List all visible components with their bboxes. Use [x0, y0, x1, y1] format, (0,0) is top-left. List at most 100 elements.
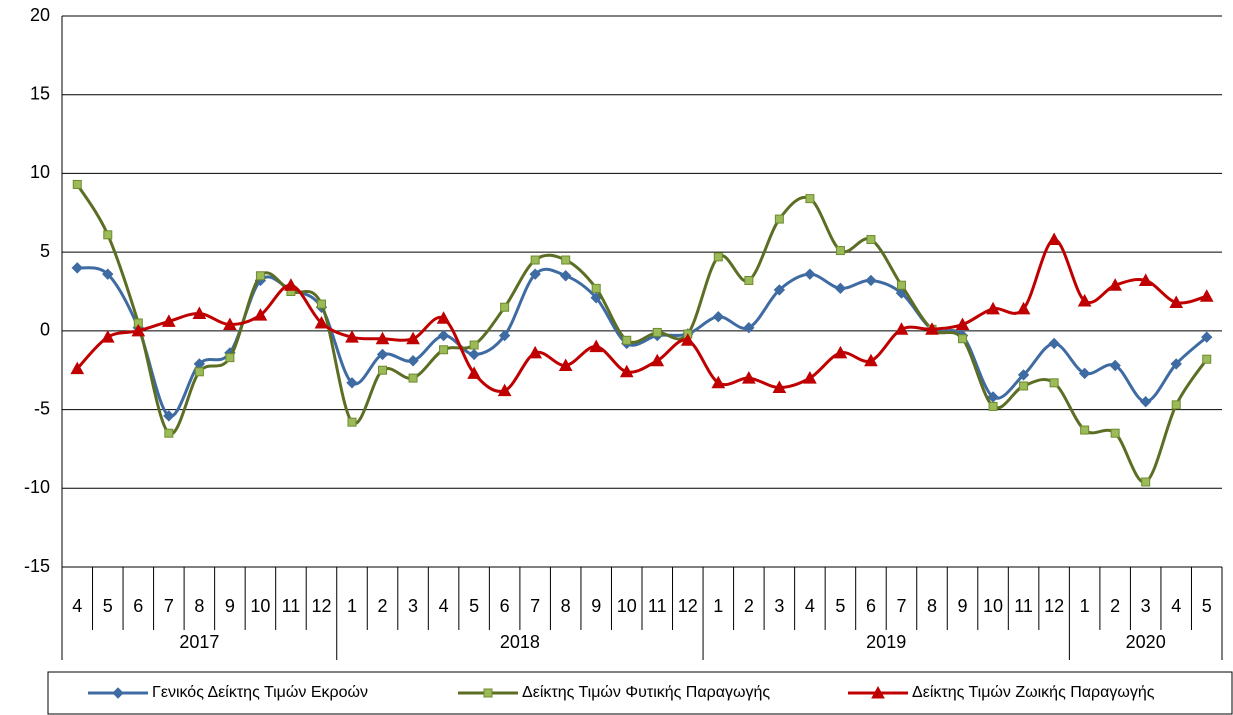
x-tick-label: 4 — [1171, 596, 1181, 616]
x-tick-label: 12 — [1044, 596, 1064, 616]
data-point — [284, 278, 298, 291]
x-tick-label: 6 — [133, 596, 143, 616]
x-tick-label: 11 — [282, 596, 301, 616]
data-point — [650, 353, 665, 367]
data-point — [1170, 358, 1182, 370]
x-tick-label: 8 — [194, 596, 204, 616]
y-tick-label: -10 — [24, 477, 50, 497]
y-tick-label: 10 — [30, 162, 50, 182]
x-tick-label: 12 — [678, 596, 698, 616]
x-tick-label: 2 — [1110, 596, 1120, 616]
x-group-label: 2018 — [500, 632, 540, 652]
data-point — [408, 373, 418, 383]
data-point — [619, 364, 634, 378]
y-tick-label: 5 — [40, 241, 50, 261]
data-point — [958, 334, 968, 344]
legend-label: Δείκτης Τιμών Φυτικής Παραγωγής — [522, 684, 770, 701]
legend-marker — [871, 685, 885, 699]
data-point — [378, 365, 388, 375]
x-tick-label: 2 — [744, 596, 754, 616]
data-point — [955, 317, 970, 331]
data-point — [500, 302, 510, 312]
data-point — [835, 246, 845, 256]
data-point — [192, 306, 207, 320]
data-point — [1078, 367, 1091, 380]
data-point — [1201, 331, 1213, 343]
data-point — [773, 284, 786, 296]
data-point — [437, 329, 450, 342]
x-tick-label: 4 — [72, 596, 82, 616]
data-point — [1138, 273, 1153, 286]
data-point — [925, 322, 939, 335]
data-point — [439, 345, 449, 355]
data-point — [1019, 381, 1029, 391]
data-point — [1108, 278, 1123, 291]
data-point — [1199, 289, 1214, 302]
data-point — [713, 252, 723, 262]
data-point — [253, 308, 268, 321]
data-point — [316, 299, 326, 309]
x-tick-label: 7 — [164, 596, 174, 616]
data-point — [376, 348, 389, 361]
x-tick-label: 8 — [561, 596, 571, 616]
data-point — [528, 345, 543, 359]
data-point — [163, 410, 175, 422]
y-tick-label: -5 — [34, 398, 50, 418]
data-point — [161, 314, 176, 327]
data-point — [102, 268, 114, 280]
data-point — [1139, 395, 1152, 408]
x-tick-label: 3 — [774, 596, 784, 616]
x-tick-label: 2 — [378, 596, 388, 616]
data-point — [407, 355, 419, 367]
data-point — [865, 274, 877, 287]
data-point — [103, 230, 113, 240]
data-point — [988, 401, 998, 411]
data-point — [194, 367, 204, 377]
data-point — [986, 301, 1000, 315]
data-point — [622, 335, 632, 345]
data-point — [131, 323, 146, 337]
x-tick-label: 6 — [866, 596, 876, 616]
data-point — [803, 371, 817, 384]
data-point — [72, 179, 82, 189]
data-point — [529, 268, 541, 280]
x-tick-label: 3 — [1141, 596, 1151, 616]
data-point — [711, 375, 726, 389]
x-tick-label: 1 — [1080, 596, 1090, 616]
data-point — [314, 315, 329, 329]
x-tick-label: 4 — [805, 596, 815, 616]
data-point — [652, 327, 662, 337]
data-point — [498, 329, 511, 342]
data-point — [1017, 369, 1030, 381]
x-tick-label: 10 — [250, 596, 270, 616]
data-point — [406, 331, 420, 345]
legend-label: Δείκτης Τιμών Ζωικής Παραγωγής — [912, 684, 1155, 701]
legend-marker — [483, 688, 493, 698]
x-tick-label: 5 — [1202, 596, 1212, 616]
data-point — [864, 353, 878, 367]
x-tick-label: 5 — [103, 596, 113, 616]
data-point — [375, 331, 390, 345]
data-point — [591, 283, 601, 293]
data-point — [712, 310, 725, 323]
data-point — [164, 428, 174, 438]
data-point — [71, 262, 83, 274]
x-tick-label: 7 — [896, 596, 906, 616]
data-point — [497, 383, 512, 397]
data-point — [70, 361, 85, 375]
x-tick-label: 11 — [648, 596, 667, 616]
series-line — [75, 183, 1208, 484]
data-point — [833, 345, 848, 359]
data-point — [804, 268, 816, 280]
x-tick-label: 12 — [311, 596, 331, 616]
data-point — [866, 235, 876, 245]
data-point — [468, 348, 480, 361]
x-tick-label: 5 — [835, 596, 845, 616]
data-point — [347, 417, 357, 427]
x-tick-label: 11 — [1014, 596, 1033, 616]
x-tick-label: 7 — [530, 596, 540, 616]
data-point — [1141, 477, 1151, 487]
x-tick-label: 6 — [500, 596, 510, 616]
data-point — [805, 194, 815, 204]
data-point — [1077, 293, 1092, 307]
